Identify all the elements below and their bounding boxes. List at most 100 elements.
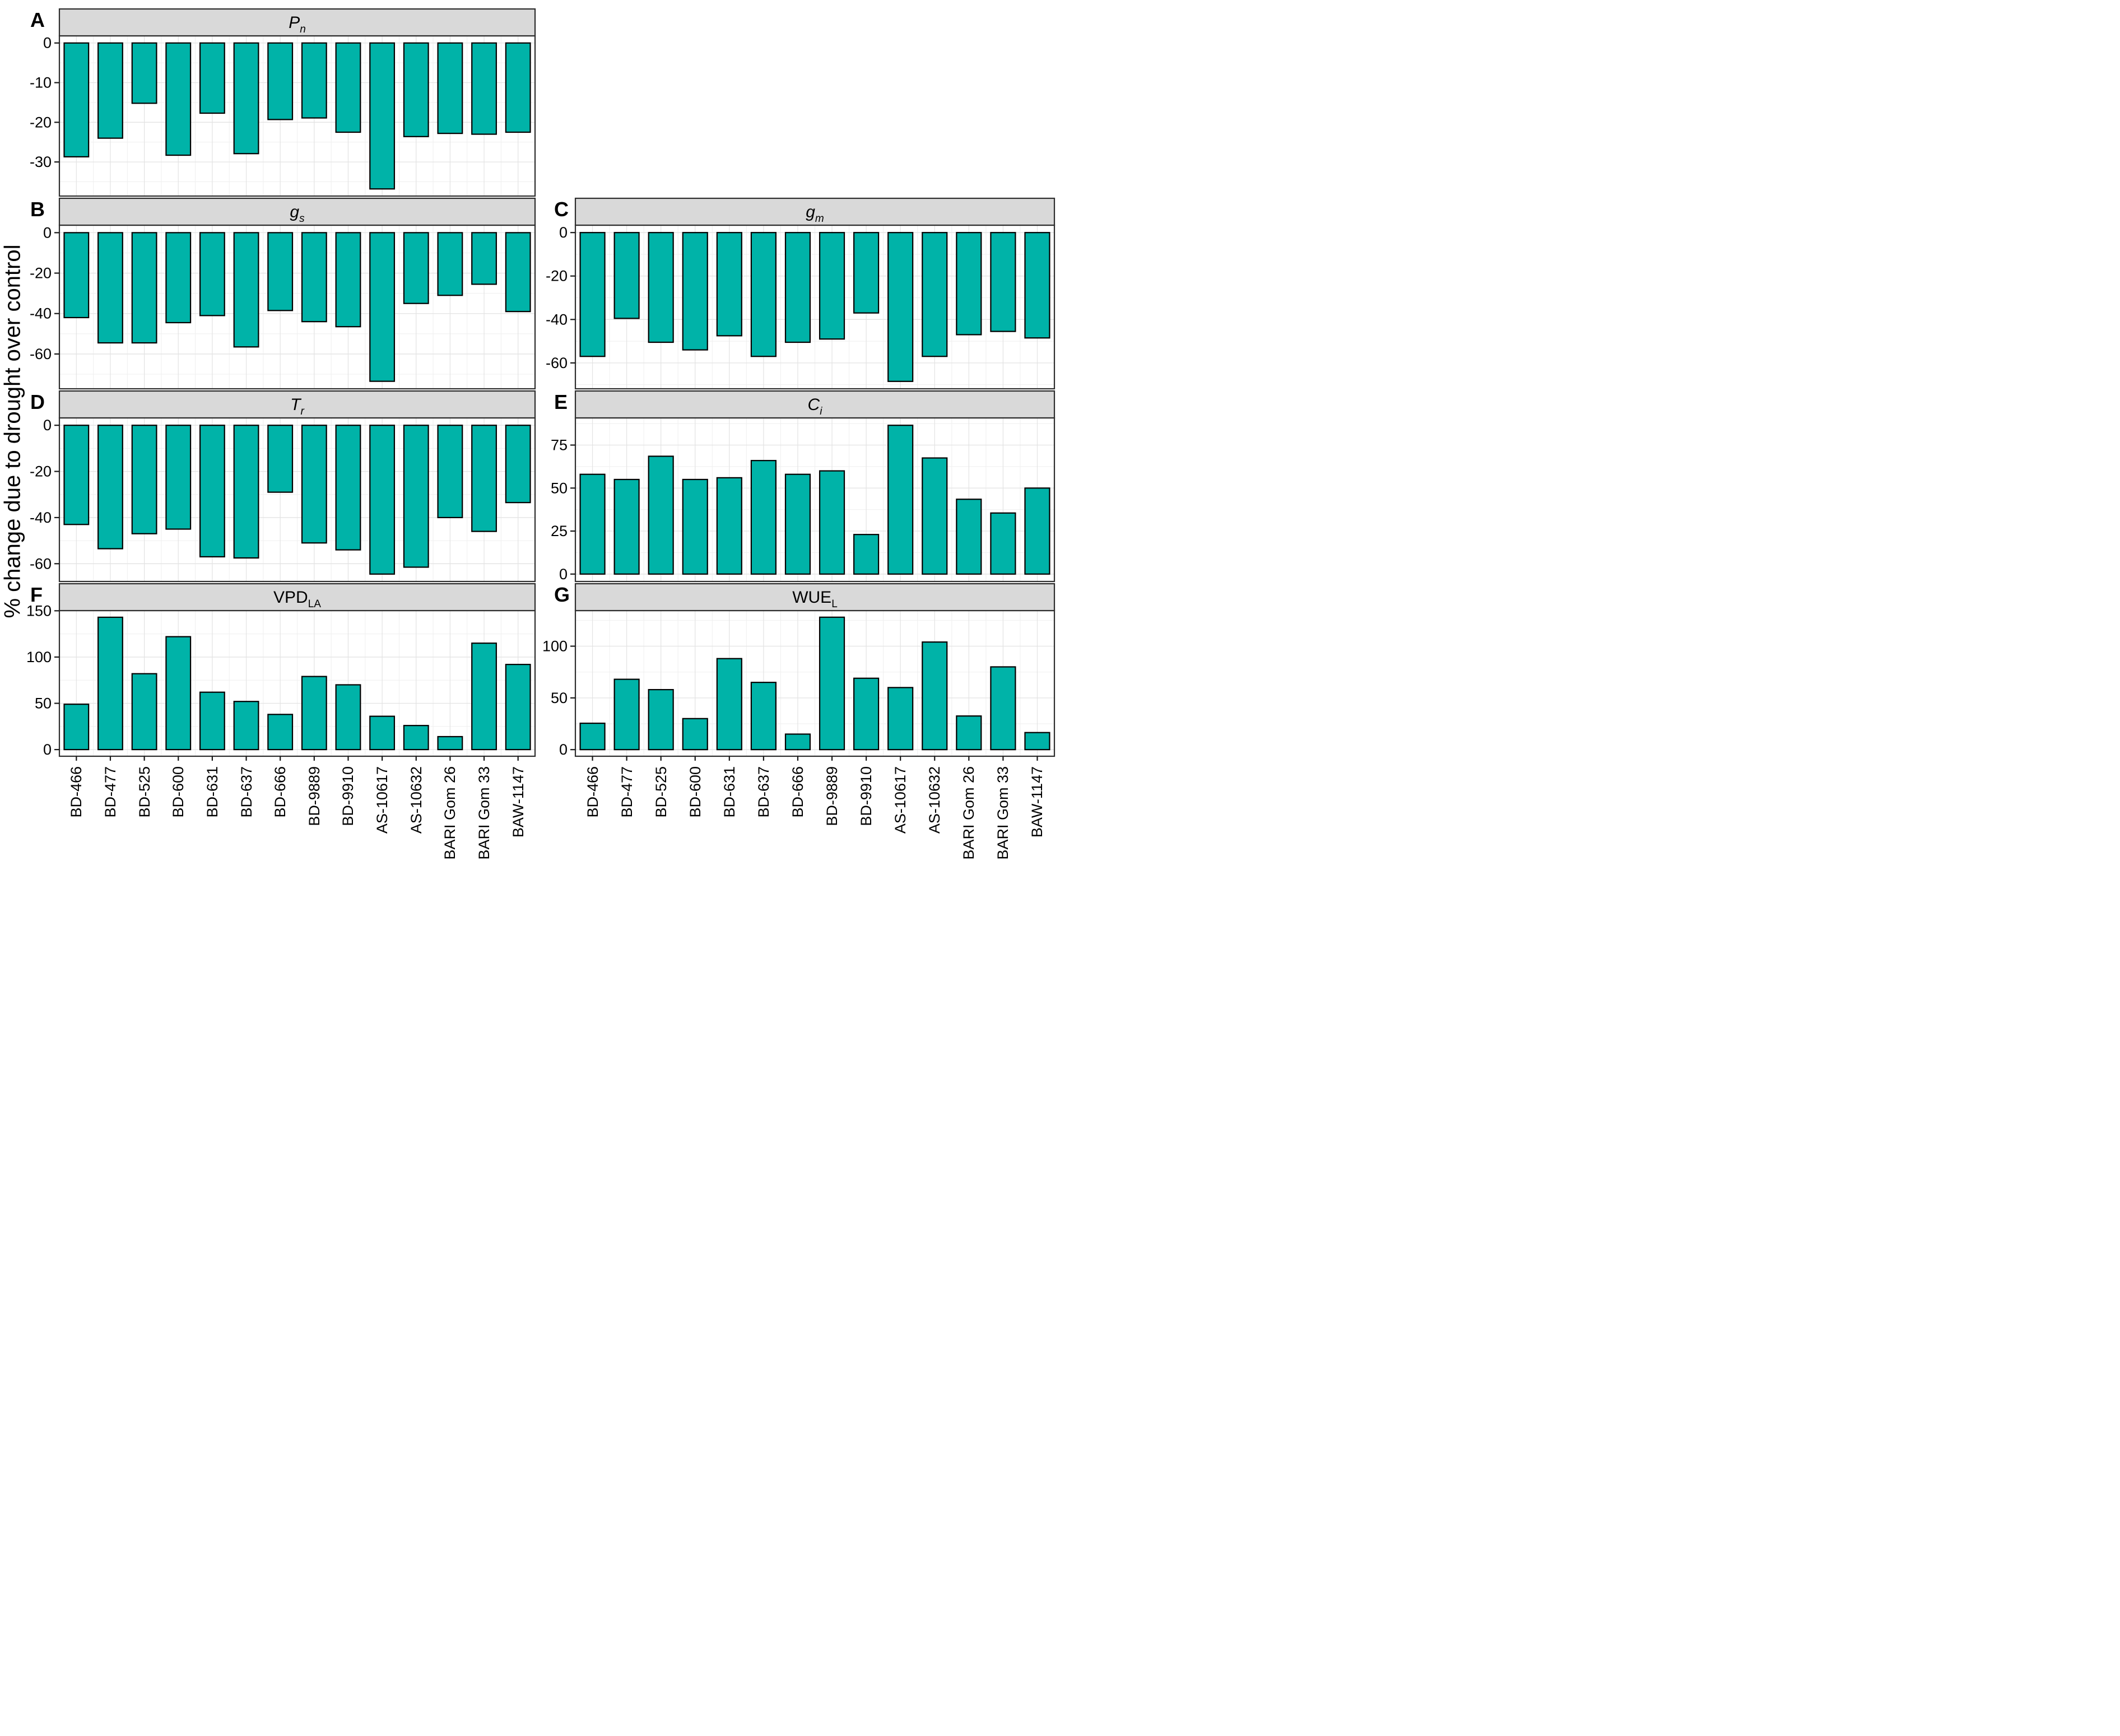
bar-G-BD-9889 [819,616,845,751]
bar-C-BD-477 [613,232,640,319]
bar-G-BD-477 [613,678,640,751]
y-tick-label: -40 [30,305,52,322]
bar-F-BD-637 [233,701,259,751]
bar-D-AS-10617 [369,425,396,575]
bar-C-BARI Gom 33 [990,232,1016,332]
x-axis-label: BD-637 [755,766,772,818]
bar-D-BD-466 [63,425,90,525]
x-axis-label: AS-10632 [926,766,943,834]
bar-D-BD-600 [165,425,192,530]
y-tick-label: 0 [43,224,52,241]
bar-G-BD-631 [716,658,742,751]
y-tick-label: -60 [30,346,52,362]
x-axis-label: BD-600 [170,766,187,818]
bar-A-BD-637 [233,42,259,155]
panel-letter-E: E [554,390,568,413]
bar-G-BD-666 [784,733,811,751]
bar-G-BD-466 [579,722,606,751]
bar-F-AS-10617 [369,715,396,751]
bar-A-BARI Gom 33 [471,42,497,135]
x-axis-label: BD-666 [789,766,806,818]
panel-title-F: VPDLA [273,588,321,610]
bar-B-BD-466 [63,232,90,319]
y-tick-label: 0 [43,741,52,758]
bar-F-BARI Gom 33 [471,643,497,751]
bar-G-BARI Gom 33 [990,666,1016,751]
bar-A-BAW-1147 [505,42,531,133]
bar-D-AS-10632 [403,425,429,568]
bar-G-BARI Gom 26 [956,715,982,751]
bar-F-BD-666 [267,714,294,751]
bar-B-BD-600 [165,232,192,324]
bar-E-BD-525 [648,455,674,575]
bar-B-BD-666 [267,232,294,311]
x-axis-label: BD-631 [203,766,221,818]
y-tick-label: -60 [30,555,52,572]
y-tick-label: 75 [551,437,568,454]
bar-C-AS-10617 [887,232,914,382]
bar-D-BD-525 [131,425,157,534]
bar-F-BD-9910 [335,684,361,751]
x-axis-label: BARI Gom 33 [476,766,493,860]
x-axis-label: BD-525 [136,766,153,818]
panel-letter-F: F [30,583,43,606]
y-tick-label: 50 [551,480,568,496]
bar-A-BD-9910 [335,42,361,133]
bar-B-AS-10632 [403,232,429,304]
bar-F-BD-477 [97,616,123,751]
bar-F-BD-9889 [301,676,327,751]
y-tick-label: -20 [30,265,52,282]
bar-E-BARI Gom 33 [990,512,1016,575]
x-axis-label: BD-9889 [824,766,841,826]
x-axis-label: BD-466 [68,766,85,818]
bar-C-BD-525 [648,232,674,343]
bar-E-AS-10632 [922,457,948,575]
x-axis-label: BD-9910 [340,766,357,826]
empty-cell [535,9,1054,196]
panel-row-1: Pn A 0 -10 -20 -30 [26,8,1054,197]
bar-D-BARI Gom 33 [471,425,497,532]
x-axis-label: AS-10617 [374,766,391,834]
x-axis-label: BD-666 [272,766,289,818]
x-axis-label: BD-525 [652,766,670,818]
bar-B-BD-9910 [335,232,361,328]
panel-header [58,583,536,612]
panel-letter-C: C [554,198,569,221]
bar-C-BARI Gom 26 [956,232,982,336]
y-tick-label: 100 [542,638,568,655]
bar-G-AS-10632 [922,641,948,751]
bar-B-BD-9889 [301,232,327,323]
bar-D-BARI Gom 26 [437,425,463,519]
bar-A-AS-10632 [403,42,429,137]
bar-B-BD-637 [233,232,259,348]
bar-F-BD-466 [63,704,90,751]
bar-C-BAW-1147 [1024,232,1050,339]
bar-G-BAW-1147 [1024,732,1050,751]
bar-E-BD-466 [579,473,606,575]
bar-G-BD-9910 [853,677,880,751]
bar-D-BAW-1147 [505,425,531,504]
bar-E-BD-631 [716,477,742,575]
y-tick-label: 0 [559,224,568,241]
bar-E-BD-637 [750,460,777,575]
figure-drought-response-chart: % change due to drought over control Pn A… [0,0,1056,875]
y-tick-label: -10 [30,75,52,91]
bar-D-BD-477 [97,425,123,550]
bar-A-BARI Gom 26 [437,42,463,134]
x-axis-label: BAW-1147 [1029,766,1046,838]
bar-A-BD-525 [131,42,157,104]
y-tick-label: 0 [43,35,52,52]
x-axis-label: AS-10632 [407,766,425,834]
bar-C-BD-631 [716,232,742,337]
bar-E-AS-10617 [887,425,914,575]
y-tick-label: 0 [559,741,568,758]
bar-G-BD-600 [682,718,708,751]
bar-A-BD-9889 [301,42,327,119]
bar-F-BAW-1147 [505,664,531,751]
y-tick-label: -20 [30,463,52,480]
bar-C-AS-10632 [922,232,948,357]
y-tick-label: 0 [559,566,568,583]
bar-B-BARI Gom 33 [471,232,497,285]
panel-header [58,8,536,37]
